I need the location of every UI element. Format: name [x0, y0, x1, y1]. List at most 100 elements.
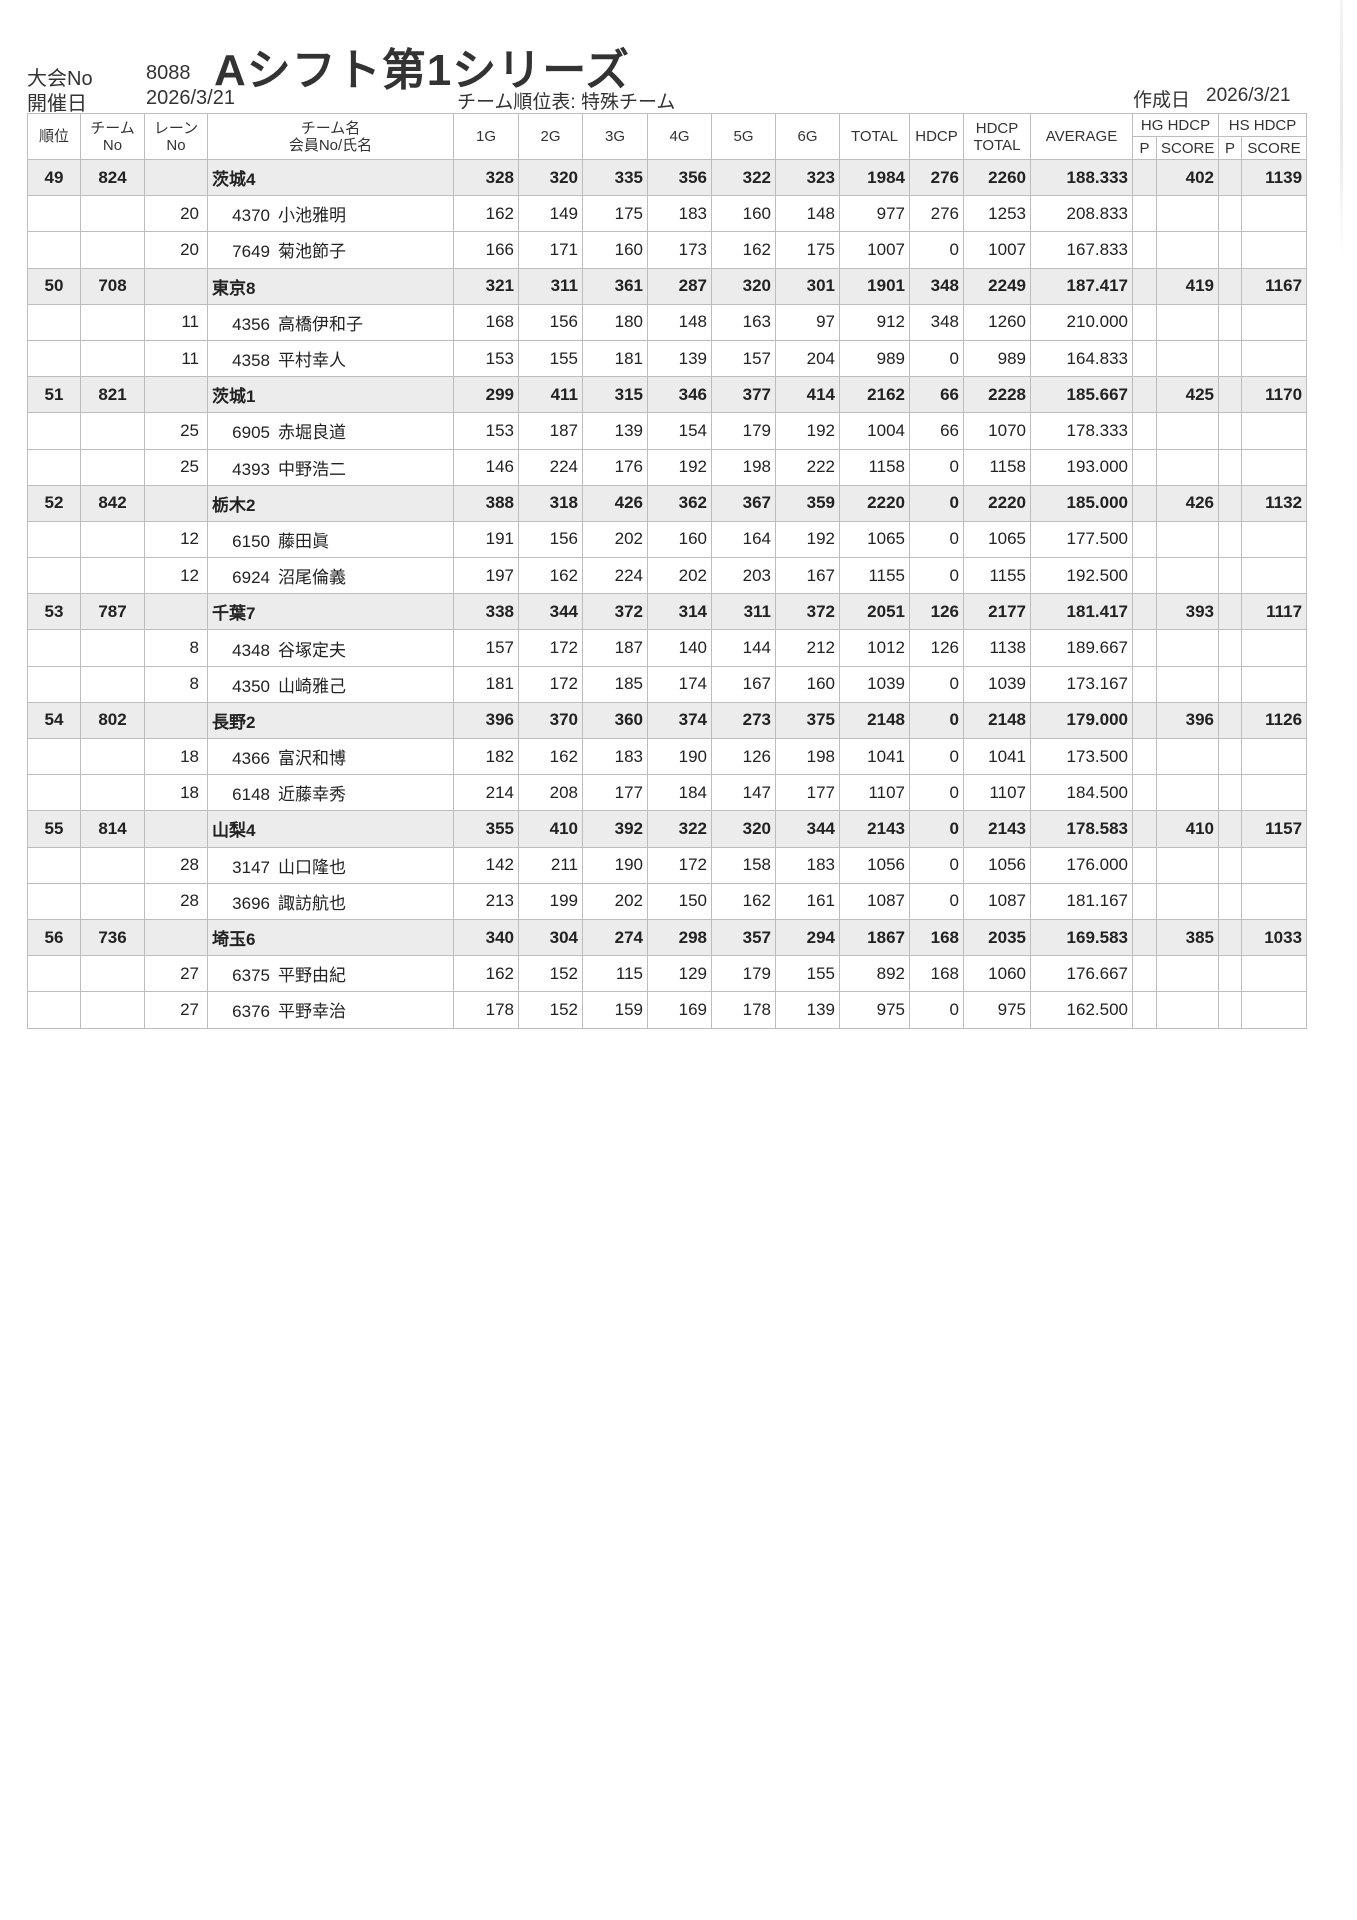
member-row: 28 3696 諏訪航也 213 199 202 150 162 161 1087 0 1087 181… [27, 882, 1308, 920]
hg-score: 410 [1155, 810, 1220, 848]
game-score: 222 [775, 448, 840, 486]
game-score: 190 [582, 846, 648, 884]
empty-cell [1241, 737, 1308, 776]
game-score: 185 [582, 665, 648, 703]
empty-cell [1241, 665, 1308, 703]
empty-cell [1155, 195, 1220, 233]
member-name: 高橋伊和子 [278, 314, 363, 334]
team-no: 708 [80, 267, 145, 305]
game-score: 148 [647, 303, 712, 341]
lane-empty [144, 376, 208, 414]
team-no-empty [80, 955, 145, 993]
game-score: 410 [518, 810, 583, 848]
team-average: 179.000 [1030, 701, 1133, 740]
col-hdcp: HDCP [909, 113, 964, 160]
empty-cell [1241, 774, 1308, 812]
game-score: 147 [711, 774, 776, 812]
game-score: 172 [518, 665, 583, 703]
team-no: 814 [80, 810, 145, 848]
team-name: 東京8 [207, 267, 454, 305]
game-score: 203 [711, 557, 776, 595]
member-no: 6150 [232, 531, 270, 551]
game-score: 156 [518, 520, 583, 559]
game-score: 198 [711, 448, 776, 486]
member-no: 4348 [232, 640, 270, 660]
game-score: 139 [775, 991, 840, 1029]
game-score: 175 [582, 195, 648, 233]
member-average: 193.000 [1030, 448, 1133, 486]
team-rank: 51 [27, 376, 81, 414]
game-score: 139 [647, 339, 712, 378]
member-lane: 11 [144, 303, 208, 341]
game-score: 311 [711, 593, 776, 631]
game-score: 346 [647, 376, 712, 414]
empty-cell [1155, 882, 1220, 920]
member-lane: 28 [144, 846, 208, 884]
member-average: 177.500 [1030, 520, 1133, 559]
hs-p [1218, 701, 1243, 740]
game-score: 338 [453, 593, 519, 631]
game-score: 162 [453, 195, 519, 233]
empty-cell [1218, 195, 1243, 233]
game-score: 167 [711, 665, 776, 703]
member-lane: 8 [144, 665, 208, 703]
team-total: 1984 [839, 158, 910, 197]
team-no-empty [80, 882, 145, 920]
lane-empty [144, 593, 208, 631]
game-score: 214 [453, 774, 519, 812]
rank-empty [27, 231, 81, 269]
member-no: 4358 [232, 351, 270, 371]
empty-cell [1218, 737, 1243, 776]
team-rank: 49 [27, 158, 81, 197]
member-total: 1012 [839, 629, 910, 667]
col-lane: レーン No [144, 113, 208, 160]
member-row: 27 6376 平野幸治 178 152 159 169 178 139 975 0 975 162.5… [27, 991, 1308, 1029]
game-score: 426 [582, 484, 648, 522]
team-hdcp-total: 2220 [963, 484, 1031, 522]
member-total: 1107 [839, 774, 910, 812]
member-hdcp-total: 1155 [963, 557, 1031, 595]
empty-cell [1132, 955, 1157, 993]
team-rank: 55 [27, 810, 81, 848]
team-hdcp-total: 2143 [963, 810, 1031, 848]
game-score: 294 [775, 918, 840, 957]
member-lane: 25 [144, 448, 208, 486]
member-average: 189.667 [1030, 629, 1133, 667]
lane-empty [144, 701, 208, 740]
hg-score: 402 [1155, 158, 1220, 197]
hg-p [1132, 158, 1157, 197]
member-hdcp-total: 1158 [963, 448, 1031, 486]
empty-cell [1132, 195, 1157, 233]
empty-cell [1155, 339, 1220, 378]
team-average: 169.583 [1030, 918, 1133, 957]
team-total: 1901 [839, 267, 910, 305]
member-no: 3147 [232, 857, 270, 877]
team-row: 53 787 千葉7 338 344 372 314 311 372 2051 126 2177 181… [27, 593, 1308, 631]
member-lane: 25 [144, 412, 208, 450]
game-score: 361 [582, 267, 648, 305]
team-hdcp-total: 2148 [963, 701, 1031, 740]
member-row: 25 6905 赤堀良道 153 187 139 154 179 192 1004 66 1070 17… [27, 412, 1308, 450]
member-row: 27 6375 平野由紀 162 152 115 129 179 155 892 168 1060 17… [27, 955, 1308, 993]
team-hdcp: 126 [909, 593, 964, 631]
rank-empty [27, 520, 81, 559]
member-name: 山崎雅己 [278, 676, 346, 696]
game-score: 192 [647, 448, 712, 486]
hg-p [1132, 810, 1157, 848]
member-lane: 28 [144, 882, 208, 920]
team-rank: 53 [27, 593, 81, 631]
team-average: 185.667 [1030, 376, 1133, 414]
team-row: 56 736 埼玉6 340 304 274 298 357 294 1867 168 2035 169… [27, 918, 1308, 957]
game-score: 153 [453, 339, 519, 378]
team-average: 178.583 [1030, 810, 1133, 848]
member-no: 4370 [232, 206, 270, 226]
game-score: 335 [582, 158, 648, 197]
member-average: 210.000 [1030, 303, 1133, 341]
game-score: 304 [518, 918, 583, 957]
lane-empty [144, 484, 208, 522]
member-hdcp-total: 1060 [963, 955, 1031, 993]
team-no: 787 [80, 593, 145, 631]
empty-cell [1241, 557, 1308, 595]
team-hdcp: 168 [909, 918, 964, 957]
game-score: 311 [518, 267, 583, 305]
